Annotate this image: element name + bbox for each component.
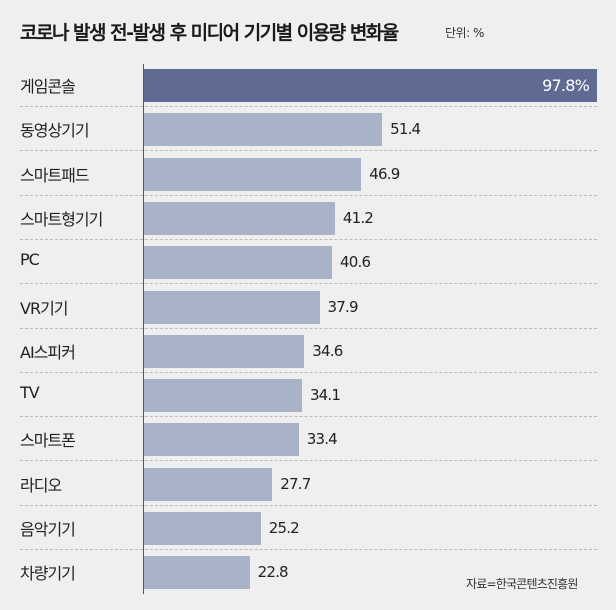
bar-row: 동영상기기 51.4 (0, 108, 616, 152)
bar-row: TV 34.1 (0, 374, 616, 418)
category-label: PC (20, 250, 40, 270)
bar (144, 467, 273, 501)
axis-line (143, 64, 144, 594)
value-label: 51.4 (390, 120, 421, 139)
value-label: 46.9 (369, 164, 400, 183)
bar (144, 201, 335, 235)
bar-row: 차량기기 22.8 (0, 551, 616, 595)
value-label: 33.4 (306, 430, 338, 449)
category-label: 스마트폰 (20, 431, 76, 451)
value-label: 37.9 (327, 297, 359, 316)
unit-label: 단위: % (445, 26, 484, 40)
category-label: 음악기기 (20, 520, 76, 539)
row-divider (20, 504, 597, 506)
row-divider (20, 150, 597, 152)
bar-row: 스마트폰 33.4 (0, 418, 616, 462)
value-label: 40.6 (340, 253, 371, 272)
category-label: 라디오 (20, 475, 62, 495)
row-divider (20, 416, 597, 418)
category-label: 스마트패드 (20, 165, 90, 185)
bar (144, 69, 597, 102)
category-label: 동영상기기 (20, 121, 90, 141)
category-label: VR기기 (20, 298, 69, 318)
bar-row: 라디오 27.7 (0, 463, 616, 507)
bar-row: 음악기기 25.2 (0, 507, 616, 551)
value-label: 22.8 (257, 563, 289, 582)
row-divider (20, 549, 597, 550)
bar (144, 379, 302, 413)
value-label: 27.7 (280, 474, 311, 493)
bar-row: PC 40.6 (0, 241, 616, 285)
bar-row: 스마트형기기 41.2 (0, 197, 616, 241)
row-divider (20, 327, 597, 329)
row-divider (20, 283, 597, 285)
value-label: 34.6 (312, 341, 343, 360)
category-label: 스마트형기기 (20, 209, 103, 229)
row-divider (20, 238, 597, 240)
row-divider (20, 106, 597, 107)
bar (144, 246, 333, 280)
bar-row: AI스피커 34.6 (0, 330, 616, 374)
bar (144, 512, 261, 545)
bar (144, 290, 320, 324)
value-label: 25.2 (268, 519, 300, 537)
row-divider (20, 460, 597, 462)
row-divider (20, 371, 597, 373)
bar-row: VR기기 37.9 (0, 286, 616, 330)
bar (144, 113, 383, 147)
bar (144, 556, 250, 590)
category-label: 차량기기 (20, 564, 76, 584)
source-note: 자료=한국콘텐츠진흥원 (466, 577, 578, 591)
bar (144, 334, 305, 368)
category-label: AI스피커 (20, 342, 76, 362)
chart-title: 코로나 발생 전-발생 후 미디어 기기별 이용량 변화율 (20, 22, 399, 44)
category-label: TV (20, 383, 40, 403)
bar (144, 423, 299, 457)
bar-row: 스마트패드 46.9 (0, 153, 616, 197)
row-divider (20, 194, 597, 196)
category-label: 게임콘솔 (20, 77, 76, 96)
bar (144, 157, 362, 191)
value-label: 41.2 (342, 208, 374, 227)
value-label: 34.1 (309, 386, 341, 405)
value-label: 97.8% (542, 76, 590, 95)
bar-row: 게임콘솔 97.8% (0, 64, 616, 108)
